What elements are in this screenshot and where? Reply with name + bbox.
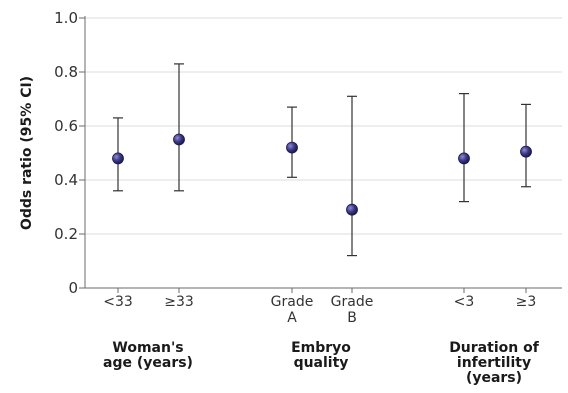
- group-label: (years): [466, 370, 522, 386]
- category-label: ≥33: [164, 294, 194, 310]
- group-label: Duration of: [449, 340, 540, 356]
- category-label: A: [287, 310, 297, 326]
- category-label: <33: [103, 294, 133, 310]
- estimate-point: [520, 145, 532, 158]
- group-label: Woman's: [112, 340, 183, 356]
- group-label: age (years): [103, 355, 193, 371]
- group-label: infertility: [457, 355, 531, 371]
- group-label: quality: [294, 355, 349, 371]
- y-tick-label: 0.8: [54, 63, 78, 81]
- estimate-point: [112, 152, 124, 165]
- estimate-point: [458, 152, 470, 165]
- category-label: Grade: [331, 294, 374, 310]
- y-tick-label: 0.2: [54, 225, 78, 243]
- y-tick-label: 0: [68, 279, 78, 297]
- estimate-point: [173, 133, 185, 146]
- y-tick-label: 0.4: [54, 171, 78, 189]
- axes: [79, 16, 562, 293]
- group-label: Embryo: [291, 340, 351, 356]
- category-label: Grade: [271, 294, 314, 310]
- gridlines: [85, 17, 562, 235]
- estimate-point: [346, 203, 358, 216]
- category-label: B: [347, 310, 357, 326]
- y-tick-label: 0.6: [54, 117, 78, 135]
- y-tick-label: 1.0: [54, 9, 78, 27]
- category-label: ≥3: [516, 294, 537, 310]
- y-axis-label: Odds ratio (95% CI): [19, 76, 35, 230]
- estimate-point: [286, 141, 298, 154]
- estimate-points: [112, 133, 532, 216]
- y-tick-labels: 0 0.2 0.4 0.6 0.8 1.0: [54, 9, 78, 297]
- category-label: <3: [454, 294, 475, 310]
- confidence-intervals: [113, 63, 531, 257]
